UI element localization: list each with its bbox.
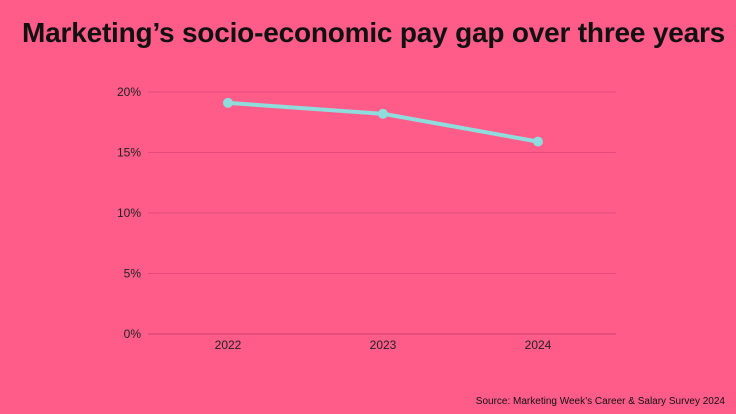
- series-line-path: [226, 100, 540, 144]
- chart-title: Marketing’s socio-economic pay gap over …: [22, 17, 726, 48]
- x-tick-label: 2022: [215, 338, 242, 352]
- source-note: Source: Marketing Week’s Career & Salary…: [475, 396, 725, 407]
- x-axis-ticks: 2022 2023 2024: [215, 338, 552, 352]
- series-points: [223, 97, 543, 147]
- y-tick-label: 10%: [117, 206, 141, 220]
- y-axis-ticks: 0% 5% 10% 15% 20%: [117, 85, 141, 341]
- series-line: [226, 100, 540, 144]
- data-point: [378, 108, 388, 119]
- x-tick-label: 2023: [370, 338, 397, 352]
- gridlines: [148, 91, 616, 335]
- y-tick-label: 20%: [117, 85, 141, 99]
- y-tick-label: 15%: [117, 146, 141, 160]
- data-point: [533, 136, 543, 147]
- y-tick-label: 5%: [124, 267, 142, 281]
- x-tick-label: 2024: [525, 338, 552, 352]
- data-point: [223, 97, 233, 108]
- y-tick-label: 0%: [124, 327, 142, 341]
